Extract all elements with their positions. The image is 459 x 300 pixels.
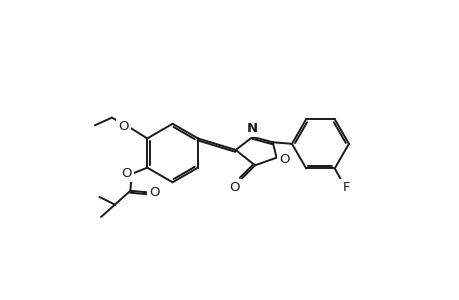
Text: O: O <box>121 167 132 180</box>
Text: O: O <box>229 181 239 194</box>
Text: O: O <box>149 186 159 199</box>
Text: N: N <box>246 122 257 135</box>
Text: O: O <box>278 153 289 166</box>
Text: O: O <box>118 120 129 134</box>
Text: F: F <box>341 181 349 194</box>
